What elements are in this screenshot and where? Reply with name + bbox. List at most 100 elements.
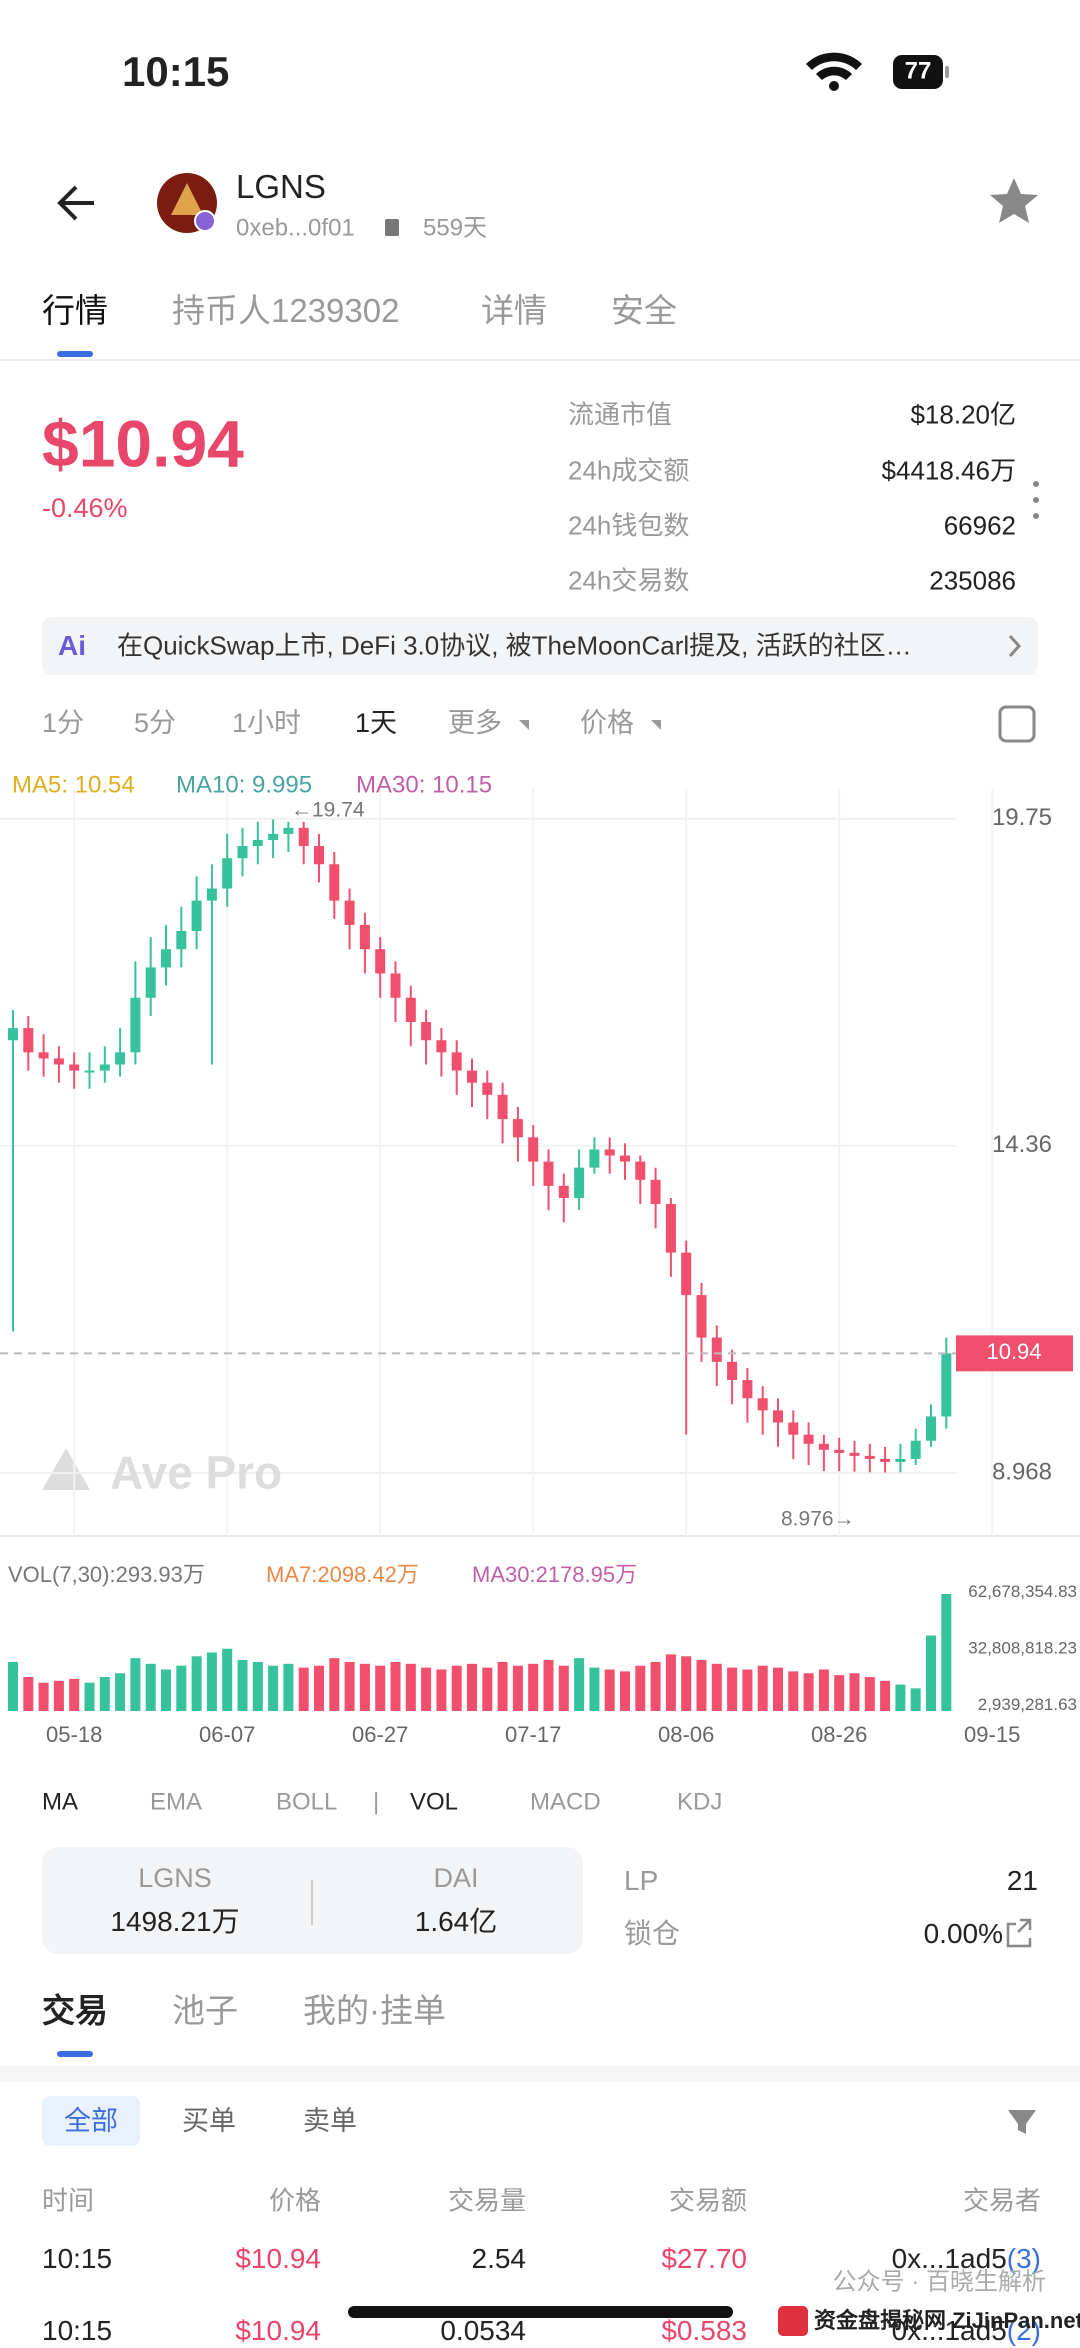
candle-body (834, 1449, 845, 1453)
cell-amount: 0.0534 (440, 2315, 526, 2347)
candle-body (696, 1295, 707, 1338)
period[interactable]: 1天 (355, 707, 398, 738)
candle-body (895, 1458, 906, 1462)
pool-amount: 1.64亿 (414, 1906, 498, 1938)
settings-icon[interactable] (998, 705, 1036, 743)
candle-body (69, 1064, 80, 1071)
period[interactable]: 5分 (134, 707, 177, 738)
back-button[interactable] (57, 185, 94, 221)
price: $10.94 (42, 406, 244, 481)
tab-indicator (57, 2051, 93, 2057)
ma-legend: MA10: 9.995 (176, 771, 313, 799)
indicator[interactable]: MACD (530, 1788, 601, 1816)
volume-bar (23, 1677, 34, 1711)
cell-price: $10.94 (235, 2243, 321, 2275)
volume-bar (543, 1660, 554, 1711)
candle-body (115, 1052, 126, 1065)
volume-bar (298, 1667, 309, 1711)
watermark: 资金盘揭秘网 ZiJinPan.net (814, 2307, 1080, 2333)
candle-body (543, 1161, 554, 1186)
favorite-star[interactable] (990, 178, 1038, 223)
candle-body (191, 900, 202, 931)
volume-bar (880, 1680, 891, 1711)
stat-label: 流通市值 (568, 399, 673, 430)
max-label: ←19.74 (291, 798, 365, 822)
filter[interactable]: 买单 (182, 2105, 236, 2136)
volume-bar (482, 1667, 493, 1711)
trade-tab[interactable]: 我的·挂单 (303, 1992, 446, 2030)
candle-body (650, 1179, 661, 1205)
indicator[interactable]: MA (42, 1788, 78, 1816)
candle-body (742, 1380, 753, 1399)
volume-bar (405, 1663, 416, 1711)
filter-pill[interactable] (42, 2096, 140, 2146)
pool-token: LGNS (138, 1862, 212, 1893)
tab[interactable]: 持币人1239302 (172, 292, 400, 330)
ai-summary[interactable]: 在QuickSwap上市, DeFi 3.0协议, 被TheMoonCarl提及… (117, 630, 912, 661)
x-tick-label: 09-15 (964, 1722, 1020, 1747)
pool-amount: 1498.21万 (110, 1906, 240, 1938)
candle-body (467, 1070, 477, 1083)
last-price-box (956, 1335, 1073, 1372)
candle-body (176, 930, 187, 950)
volume-bar (436, 1669, 447, 1711)
period[interactable]: 1分 (42, 707, 85, 738)
candle-body (512, 1119, 523, 1138)
candle-body (711, 1337, 722, 1362)
copy-icon[interactable] (385, 219, 399, 236)
candle-body (604, 1149, 615, 1156)
volume-bar (84, 1682, 95, 1711)
volume-bar (451, 1665, 462, 1711)
lp-label: LP (624, 1865, 659, 1897)
volume-bar (497, 1661, 508, 1711)
y-tick-label: 62,678,354.83 (968, 1582, 1077, 1601)
volume-bar (910, 1688, 921, 1711)
volume-bar (252, 1661, 263, 1711)
watermark-logo (778, 2306, 808, 2336)
volume-bar (665, 1654, 676, 1711)
cell-time: 10:15 (42, 2243, 113, 2275)
volume-bar (574, 1658, 585, 1711)
period[interactable]: 更多 (448, 707, 502, 738)
volume-bar (941, 1594, 952, 1711)
period[interactable]: 1小时 (232, 707, 302, 738)
candle-body (558, 1185, 569, 1198)
volume-bar (344, 1661, 355, 1711)
period[interactable]: 价格 (580, 707, 634, 738)
tab[interactable]: 详情 (481, 292, 547, 330)
tab[interactable]: 安全 (611, 292, 677, 330)
filter[interactable]: 卖单 (303, 2105, 357, 2136)
trade-tab[interactable]: 池子 (172, 1992, 238, 2030)
status-time: 10:15 (122, 47, 230, 95)
y-tick-label: 32,808,818.23 (968, 1639, 1077, 1658)
more-dots[interactable] (1033, 481, 1039, 519)
volume-bar (604, 1669, 615, 1711)
cell-price: $10.94 (235, 2315, 321, 2347)
volume-bar (329, 1658, 340, 1711)
tab[interactable]: 行情 (42, 292, 108, 330)
indicator[interactable]: BOLL (276, 1788, 338, 1816)
cell-trader[interactable]: 0x...1ad5(3) (892, 2242, 1041, 2276)
stat-label: 24h钱包数 (568, 510, 690, 541)
indicator[interactable]: VOL (410, 1788, 459, 1816)
link-icon[interactable] (1006, 1918, 1032, 1948)
cell-amount: 2.54 (471, 2243, 527, 2275)
y-tick-label: 14.36 (992, 1131, 1052, 1158)
volume-bar (237, 1660, 248, 1711)
indicator[interactable]: EMA (150, 1788, 203, 1816)
trader-address[interactable]: 0x...1ad5 (891, 2243, 1007, 2275)
volume-bar (8, 1661, 18, 1711)
trade-tab[interactable]: 交易 (42, 1992, 108, 2030)
volume-bar (283, 1663, 294, 1711)
filter[interactable]: 全部 (64, 2105, 118, 2136)
candle-body (38, 1052, 49, 1059)
ma-legend: MA5: 10.54 (12, 771, 135, 799)
indicator[interactable]: KDJ (677, 1788, 723, 1816)
token-address[interactable]: 0xeb...0f01 (236, 214, 355, 242)
candle-body (773, 1410, 783, 1423)
ai-banner[interactable] (42, 617, 1038, 675)
candle-body (910, 1440, 921, 1459)
filter-icon[interactable] (1008, 2110, 1036, 2134)
candle-body (788, 1422, 799, 1435)
